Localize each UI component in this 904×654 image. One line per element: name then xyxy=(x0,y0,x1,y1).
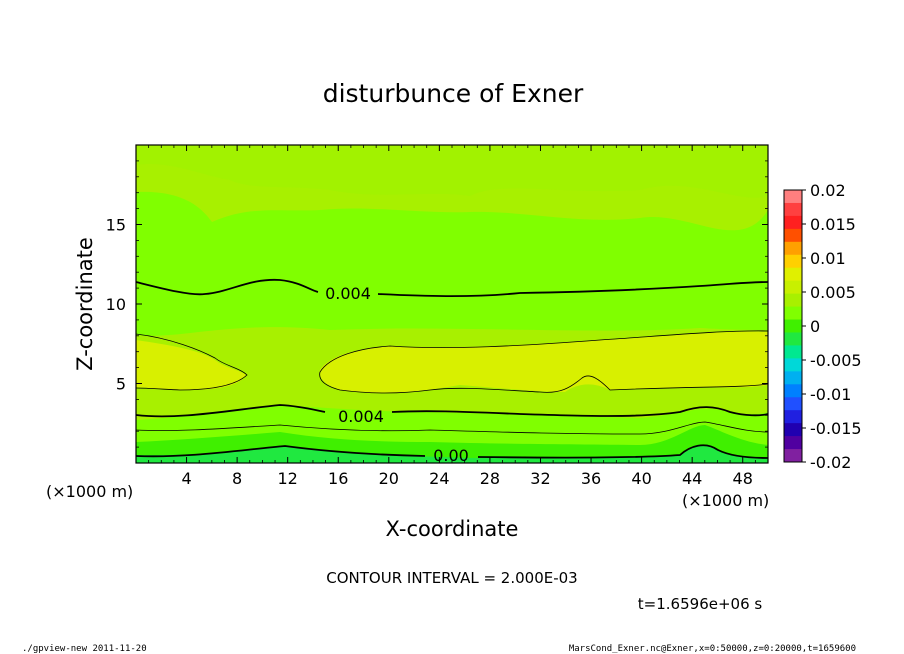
x-tick-label: 28 xyxy=(480,469,500,488)
x-tick-label: 24 xyxy=(429,469,449,488)
colorbar-segment xyxy=(784,397,802,411)
colorbar-tick-label: 0.015 xyxy=(810,215,856,234)
colorbar xyxy=(783,189,803,463)
contour-line-inner-left xyxy=(135,333,248,391)
colorbar-segment xyxy=(784,384,802,398)
contour-line-inner-right xyxy=(319,330,769,394)
x-tick-label: 36 xyxy=(581,469,601,488)
colorbar-segment xyxy=(784,319,802,333)
contour-line-upper-right xyxy=(377,281,769,298)
x-axis-label: X-coordinate xyxy=(386,517,519,541)
y-axis-ticks: 5 10 15 xyxy=(106,160,768,448)
x-tick-label: 8 xyxy=(232,469,242,488)
contour-line-bottom xyxy=(135,444,769,459)
colorbar-segment xyxy=(784,436,802,450)
field-band-bottom xyxy=(136,444,768,463)
contour-line-low-thin xyxy=(135,421,769,435)
x-tick-label: 4 xyxy=(181,469,191,488)
x-unit-right: (×1000 m) xyxy=(682,491,769,510)
colorbar-segment xyxy=(784,254,802,269)
footer-right: MarsCond_Exner.nc@Exner,x=0:50000,z=0:20… xyxy=(569,644,856,654)
colorbar-segment xyxy=(784,371,802,385)
x-unit-left: (×1000 m) xyxy=(46,482,133,501)
contour-label: 0.004 xyxy=(325,284,371,303)
contour-field xyxy=(136,145,768,463)
colorbar-tick-label: -0.005 xyxy=(810,351,862,370)
contour-lines xyxy=(135,278,769,459)
x-tick-label: 40 xyxy=(631,469,651,488)
time-text: t=1.6596e+06 s xyxy=(638,595,763,613)
colorbar-segment xyxy=(784,358,802,372)
colorbar-tick-label: 0.005 xyxy=(810,283,856,302)
colorbar-segment xyxy=(784,228,802,243)
x-tick-label: 20 xyxy=(379,469,399,488)
colorbar-segment xyxy=(784,332,802,346)
colorbar-segment xyxy=(784,423,802,437)
contour-line-lower-right xyxy=(391,406,769,417)
colorbar-tick-label: 0.01 xyxy=(810,249,846,268)
colorbar-segment xyxy=(784,190,802,204)
field-core-right xyxy=(319,331,768,393)
colorbar-tick-label: -0.015 xyxy=(810,419,862,438)
contour-interval-text: CONTOUR INTERVAL = 2.000E-03 xyxy=(326,569,577,587)
contour-line-upper xyxy=(135,278,319,296)
colorbar-tick-label: 0 xyxy=(810,317,820,336)
footer-left: ./gpview-new 2011-11-20 xyxy=(22,644,147,654)
colorbar-tick-label: -0.01 xyxy=(810,385,851,404)
y-tick-label: 5 xyxy=(116,375,126,394)
y-tick-label: 10 xyxy=(106,295,126,314)
chart-title: disturbunce of Exner xyxy=(323,79,584,108)
colorbar-segment xyxy=(784,215,802,230)
contour-label: 0.004 xyxy=(338,407,384,426)
colorbar-segment xyxy=(784,345,802,359)
colorbar-segment xyxy=(784,202,802,217)
colorbar-segment xyxy=(784,410,802,424)
contour-line-lower xyxy=(135,404,326,418)
colorbar-segment xyxy=(784,306,802,321)
colorbar-segment xyxy=(784,241,802,256)
y-axis-label: Z-coordinate xyxy=(73,237,97,371)
contour-label: 0.00 xyxy=(433,446,469,465)
field-core-left xyxy=(136,340,246,390)
field-band-upper xyxy=(136,145,768,231)
colorbar-tick-label: 0.02 xyxy=(810,181,846,200)
x-tick-label: 32 xyxy=(530,469,550,488)
x-tick-label: 12 xyxy=(278,469,298,488)
colorbar-segment xyxy=(784,293,802,308)
colorbar-tick-label: -0.02 xyxy=(810,453,851,472)
y-tick-label: 15 xyxy=(106,216,126,235)
colorbar-segment xyxy=(784,280,802,295)
colorbar-segment xyxy=(784,267,802,282)
x-tick-label: 16 xyxy=(328,469,348,488)
colorbar-segment xyxy=(784,449,802,463)
x-tick-label: 48 xyxy=(733,469,753,488)
x-axis-ticks: 4 8 12 16 20 24 28 32 36 40 44 48 xyxy=(148,145,769,488)
x-tick-label: 44 xyxy=(682,469,702,488)
field-band-top xyxy=(136,145,768,198)
colorbar-ticks: 0.02 0.015 0.01 0.005 0 -0.005 -0.01 -0.015 -0.0… xyxy=(802,181,862,472)
